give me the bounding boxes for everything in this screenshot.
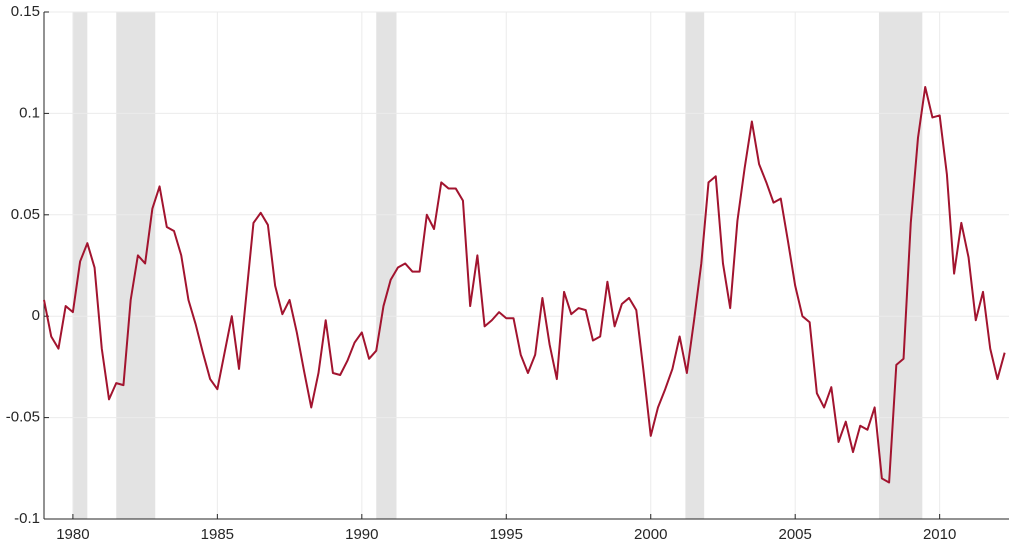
recession-band: [685, 12, 705, 519]
x-tick-label: 2000: [634, 526, 667, 543]
x-tick-label: 2010: [923, 526, 956, 543]
y-tick-label: -0.05: [6, 409, 40, 426]
y-tick-label: 0.05: [11, 206, 40, 223]
x-tick-label: 1990: [345, 526, 378, 543]
x-tick-label: 1995: [490, 526, 523, 543]
x-tick-label: 1980: [56, 526, 89, 543]
y-tick-label: -0.1: [14, 510, 40, 527]
data-line: [43, 86, 1006, 484]
y-tick-label: 0.15: [11, 3, 40, 20]
x-tick-label: 2005: [779, 526, 812, 543]
recession-band: [878, 12, 923, 519]
recession-band: [376, 12, 397, 519]
y-tick-label: 0: [32, 307, 40, 324]
y-tick-label: 0.1: [19, 104, 40, 121]
x-tick-label: 1985: [201, 526, 234, 543]
